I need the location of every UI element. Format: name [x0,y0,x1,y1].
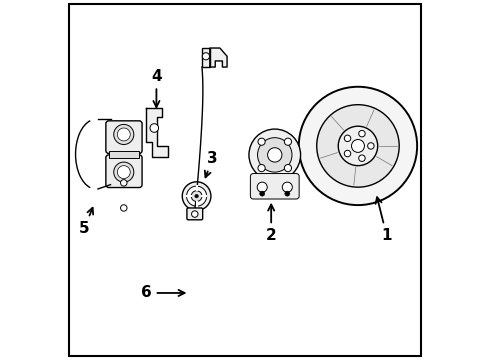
FancyBboxPatch shape [250,174,299,199]
Circle shape [187,186,207,206]
Circle shape [182,182,211,211]
Text: 2: 2 [266,204,276,243]
Circle shape [299,87,417,205]
Text: 4: 4 [151,68,162,107]
Circle shape [121,180,127,186]
Circle shape [195,194,198,198]
Circle shape [351,139,365,152]
Circle shape [192,211,198,217]
Circle shape [150,124,159,132]
Circle shape [285,191,290,196]
Circle shape [359,155,365,161]
Circle shape [258,138,292,172]
Circle shape [258,138,265,145]
Circle shape [344,135,351,141]
Polygon shape [147,108,168,157]
Bar [109,150,139,158]
Circle shape [191,191,202,202]
Circle shape [284,138,292,145]
Circle shape [202,53,210,60]
FancyBboxPatch shape [187,208,203,220]
Circle shape [249,129,300,181]
Circle shape [282,182,293,192]
Text: 5: 5 [79,208,93,236]
Text: 3: 3 [205,151,218,177]
Circle shape [260,191,265,196]
Text: 6: 6 [141,285,185,301]
FancyBboxPatch shape [106,121,142,153]
Polygon shape [210,48,227,67]
Circle shape [117,128,130,141]
Circle shape [114,162,134,182]
Circle shape [317,105,399,187]
Circle shape [268,148,282,162]
Circle shape [368,143,374,149]
Circle shape [344,150,351,157]
Circle shape [114,125,134,144]
Circle shape [117,166,130,179]
Circle shape [121,205,127,211]
FancyBboxPatch shape [106,155,142,188]
Bar [202,48,210,67]
Circle shape [359,130,365,137]
Circle shape [338,126,378,166]
Circle shape [258,165,265,172]
Text: 1: 1 [375,197,392,243]
Circle shape [257,182,267,192]
Circle shape [284,165,292,172]
